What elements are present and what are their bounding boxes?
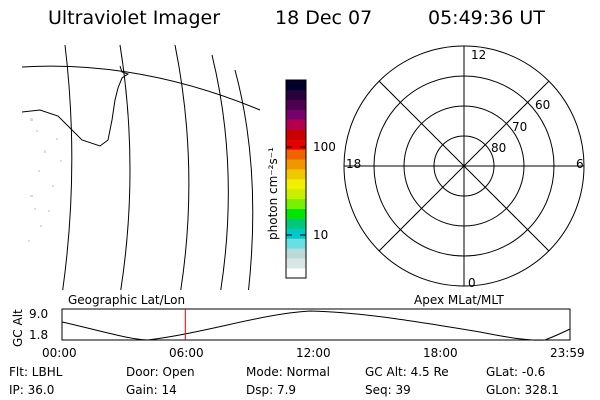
colorbar-cell <box>286 258 306 269</box>
colorbar-cell <box>286 179 306 190</box>
meridian-line <box>211 54 229 290</box>
mlt-label-18: 18 <box>346 157 362 171</box>
timeline-frame <box>61 308 571 341</box>
timeline-xtick: 00:00 <box>42 346 77 360</box>
timeline-ylabel: GC Alt <box>11 309 25 347</box>
colorbar-cell <box>286 248 306 259</box>
emission-speckles <box>28 118 62 242</box>
altitude-curve <box>61 310 571 341</box>
polar-diagonal <box>378 80 550 252</box>
status-glat: GLat: -0.6 <box>486 365 546 379</box>
timeline-xtick: 23:59 <box>550 346 585 360</box>
meridian-line <box>174 44 190 290</box>
timeline-ytick-max: 9.0 <box>29 307 49 321</box>
status-seq: Seq: 39 <box>365 383 411 397</box>
status-ip: IP: 36.0 <box>9 383 55 397</box>
colorbar-cell <box>286 159 306 170</box>
mlat-label-60: 60 <box>535 98 551 112</box>
status-dsp: Dsp: 7.9 <box>246 383 297 397</box>
colorbar-cell <box>286 149 306 160</box>
mlt-label-12: 12 <box>471 48 487 62</box>
timeline-xtick: 06:00 <box>169 346 204 360</box>
status-glon: GLon: 328.1 <box>486 383 559 397</box>
colorbar-cell <box>286 99 306 110</box>
map-boundary-curve <box>22 65 261 111</box>
observation-date: 18 Dec 07 <box>275 7 373 29</box>
colorbar-cell <box>286 169 306 180</box>
mlt-label-0: 0 <box>468 276 476 290</box>
colorbar-cell <box>286 119 306 130</box>
mlat-label-70: 70 <box>512 120 528 134</box>
colorbar-cell <box>286 129 306 140</box>
timeline-xtick: 18:00 <box>423 346 458 360</box>
status-gc-altitude: GC Alt: 4.5 Re <box>365 365 449 379</box>
colorbar-cell <box>286 139 306 150</box>
colorbar-tick-10: 10 <box>313 228 329 242</box>
colorbar-cell <box>286 208 306 219</box>
instrument-title: Ultraviolet Imager <box>48 7 221 29</box>
timeline-xtick: 12:00 <box>296 346 331 360</box>
colorbar-cell <box>286 89 306 101</box>
status-gain: Gain: 14 <box>126 383 177 397</box>
mlat-label-80: 80 <box>491 141 507 155</box>
timeline-ytick-min: 1.8 <box>29 328 49 342</box>
colorbar-cell <box>286 188 306 200</box>
colorbar-cell <box>286 218 306 229</box>
colorbar-cell <box>286 198 306 209</box>
colorbar-cell <box>286 228 306 239</box>
geo-panel-label: Geographic Lat/Lon <box>68 293 186 307</box>
status-door: Door: Open <box>126 365 195 379</box>
observation-time: 05:49:36 UT <box>428 7 545 29</box>
status-filter: Flt: LBHL <box>9 365 63 379</box>
coastline <box>22 65 130 147</box>
mlt-label-6: 6 <box>576 157 584 171</box>
meridian-line <box>62 44 73 290</box>
meridian-line <box>234 69 254 290</box>
colorbar-cell <box>286 109 306 120</box>
colorbar-cell <box>286 80 306 91</box>
colorbar-cell <box>286 238 306 249</box>
colorbar-tick-100: 100 <box>313 140 336 154</box>
apex-panel-label: Apex MLat/MLT <box>414 293 504 307</box>
colorbar-cell <box>286 268 306 279</box>
status-mode: Mode: Normal <box>246 365 330 379</box>
